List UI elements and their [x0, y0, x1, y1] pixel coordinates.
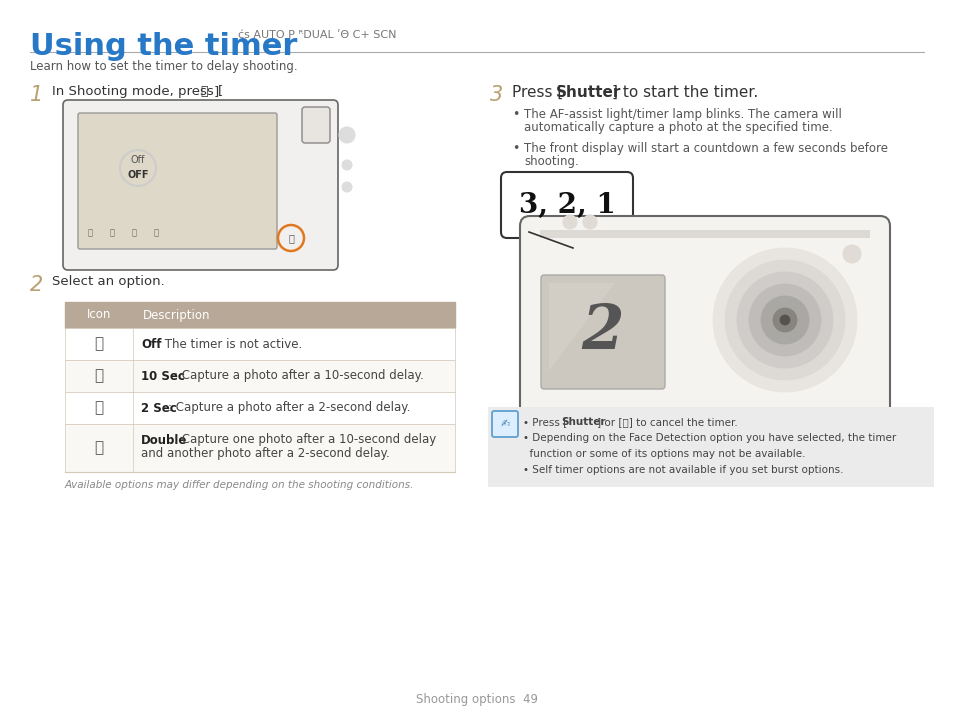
Text: ⌛: ⌛ — [88, 228, 92, 237]
Text: ✍: ✍ — [499, 419, 509, 429]
Bar — [65, 392, 455, 424]
Text: Select an option.: Select an option. — [52, 275, 165, 288]
Text: Learn how to set the timer to delay shooting.: Learn how to set the timer to delay shoo… — [30, 60, 297, 73]
FancyBboxPatch shape — [500, 172, 633, 238]
Text: Using the timer: Using the timer — [30, 32, 297, 61]
Text: ⌛: ⌛ — [110, 228, 114, 237]
Text: Icon: Icon — [87, 308, 112, 322]
Bar — [65, 360, 455, 392]
Text: Off: Off — [141, 338, 161, 351]
Circle shape — [338, 127, 355, 143]
Text: Shooting options  49: Shooting options 49 — [416, 693, 537, 706]
Text: 10 Sec: 10 Sec — [141, 369, 185, 382]
Text: 2 Sec: 2 Sec — [141, 402, 176, 415]
Text: shooting.: shooting. — [523, 155, 578, 168]
Text: : The timer is not active.: : The timer is not active. — [157, 338, 302, 351]
Text: The AF-assist light/timer lamp blinks. The camera will: The AF-assist light/timer lamp blinks. T… — [523, 108, 841, 121]
Text: •: • — [512, 142, 518, 155]
Text: : Capture a photo after a 2-second delay.: : Capture a photo after a 2-second delay… — [169, 402, 411, 415]
Text: • Depending on the Face Detection option you have selected, the timer: • Depending on the Face Detection option… — [522, 433, 895, 443]
Circle shape — [760, 296, 808, 344]
Text: automatically capture a photo at the specified time.: automatically capture a photo at the spe… — [523, 121, 832, 134]
Text: 2: 2 — [581, 302, 623, 362]
Circle shape — [582, 215, 597, 229]
Text: Press [: Press [ — [512, 85, 563, 100]
Circle shape — [842, 245, 861, 263]
Text: : Capture a photo after a 10-second delay.: : Capture a photo after a 10-second dela… — [173, 369, 423, 382]
Bar — [65, 328, 455, 360]
FancyBboxPatch shape — [302, 107, 330, 143]
Text: •: • — [512, 108, 518, 121]
Text: • Self timer options are not available if you set burst options.: • Self timer options are not available i… — [522, 465, 842, 475]
Text: The front display will start a countdown a few seconds before: The front display will start a countdown… — [523, 142, 887, 155]
Text: OFF: OFF — [127, 170, 149, 180]
Circle shape — [772, 308, 796, 332]
FancyBboxPatch shape — [78, 113, 276, 249]
Text: Double: Double — [141, 433, 187, 446]
Text: In Shooting mode, press [: In Shooting mode, press [ — [52, 85, 223, 98]
Text: ].: ]. — [213, 85, 223, 98]
Circle shape — [737, 272, 832, 368]
Text: Shutter: Shutter — [556, 85, 620, 100]
Text: Available options may differ depending on the shooting conditions.: Available options may differ depending o… — [65, 480, 414, 490]
Circle shape — [341, 160, 352, 170]
Text: ⌛: ⌛ — [94, 400, 104, 415]
Bar — [488, 407, 933, 487]
Text: ] or [⌛] to cancel the timer.: ] or [⌛] to cancel the timer. — [596, 417, 737, 427]
FancyBboxPatch shape — [63, 100, 337, 270]
FancyBboxPatch shape — [492, 411, 517, 437]
Text: ⌛: ⌛ — [94, 369, 104, 384]
Bar — [65, 302, 455, 328]
Circle shape — [341, 182, 352, 192]
Text: 2: 2 — [30, 275, 43, 295]
Text: ] to start the timer.: ] to start the timer. — [612, 85, 758, 100]
FancyBboxPatch shape — [540, 275, 664, 389]
Bar — [539, 230, 869, 238]
Text: 3, 2, 1: 3, 2, 1 — [518, 192, 615, 218]
Text: : Capture one photo after a 10-second delay: : Capture one photo after a 10-second de… — [173, 433, 436, 446]
Circle shape — [562, 215, 577, 229]
Text: • Press [: • Press [ — [522, 417, 567, 427]
Circle shape — [712, 248, 856, 392]
Text: 1: 1 — [30, 85, 43, 105]
Text: ⌛: ⌛ — [200, 85, 208, 98]
Text: ⌛: ⌛ — [94, 441, 104, 456]
Text: ⌛: ⌛ — [132, 228, 136, 237]
Text: function or some of its options may not be available.: function or some of its options may not … — [522, 449, 804, 459]
Circle shape — [724, 260, 844, 380]
Bar — [65, 424, 455, 472]
Text: and another photo after a 2-second delay.: and another photo after a 2-second delay… — [141, 448, 390, 461]
Text: ćs AUTO P ᴿDUAL ʹΘ C+ SCN: ćs AUTO P ᴿDUAL ʹΘ C+ SCN — [237, 30, 396, 40]
Polygon shape — [548, 283, 614, 371]
Text: 3: 3 — [490, 85, 503, 105]
Text: ⌛: ⌛ — [288, 233, 294, 243]
FancyBboxPatch shape — [519, 216, 889, 418]
Text: Description: Description — [143, 308, 211, 322]
Text: Shutter: Shutter — [561, 417, 605, 427]
Text: ⌛: ⌛ — [153, 228, 158, 237]
Text: ⌛: ⌛ — [94, 336, 104, 351]
Text: Off: Off — [131, 155, 145, 165]
Circle shape — [748, 284, 821, 356]
Circle shape — [780, 315, 789, 325]
